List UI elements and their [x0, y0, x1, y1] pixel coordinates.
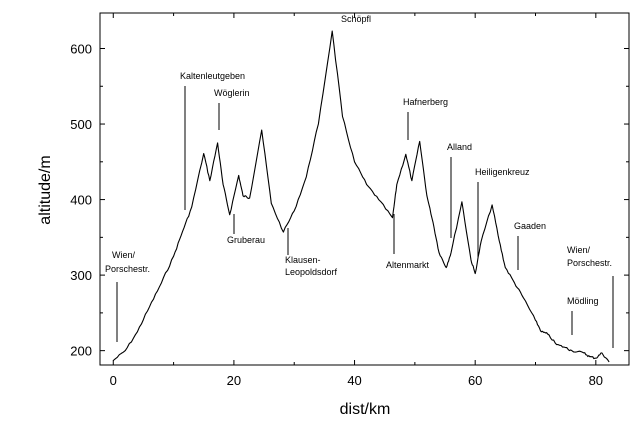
y-tick-label: 500 [70, 117, 92, 132]
place-label: Wöglerin [214, 88, 250, 98]
place-label: Wien/ [567, 245, 591, 255]
place-label: Schöpfl [341, 14, 371, 24]
place-label: Leopoldsdorf [285, 267, 338, 277]
y-axis-ticks: 200 300 400 500 600 [70, 42, 629, 359]
place-label: Heiligenkreuz [475, 167, 530, 177]
place-label: Alland [447, 142, 472, 152]
y-tick-label: 400 [70, 193, 92, 208]
x-tick-label: 60 [468, 373, 482, 388]
x-tick-label: 20 [227, 373, 241, 388]
x-tick-label: 40 [347, 373, 361, 388]
y-tick-label: 200 [70, 344, 92, 359]
x-axis-ticks: 0 20 40 60 80 [110, 13, 603, 388]
place-label: Klausen- [285, 255, 321, 265]
x-axis-title: dist/km [340, 401, 391, 418]
place-label: Kaltenleutgeben [180, 71, 245, 81]
place-label: Altenmarkt [386, 260, 430, 270]
x-tick-label: 80 [589, 373, 603, 388]
x-tick-label: 0 [110, 373, 117, 388]
place-label: Porschestr. [105, 264, 150, 274]
place-label: Hafnerberg [403, 97, 448, 107]
y-tick-label: 600 [70, 42, 92, 57]
place-label: Wien/ [112, 250, 136, 260]
y-axis-title: altitude/m [37, 155, 54, 224]
place-label: Gaaden [514, 221, 546, 231]
altitude-profile-line [112, 30, 610, 363]
place-label: Mödling [567, 296, 599, 306]
place-annotations: Wien/Porschestr. Kaltenleutgeben Wöglerin G… [105, 14, 614, 348]
place-label: Porschestr. [567, 258, 612, 268]
y-tick-label: 300 [70, 268, 92, 283]
place-label: Gruberau [227, 235, 265, 245]
plot-area-frame [99, 12, 630, 366]
